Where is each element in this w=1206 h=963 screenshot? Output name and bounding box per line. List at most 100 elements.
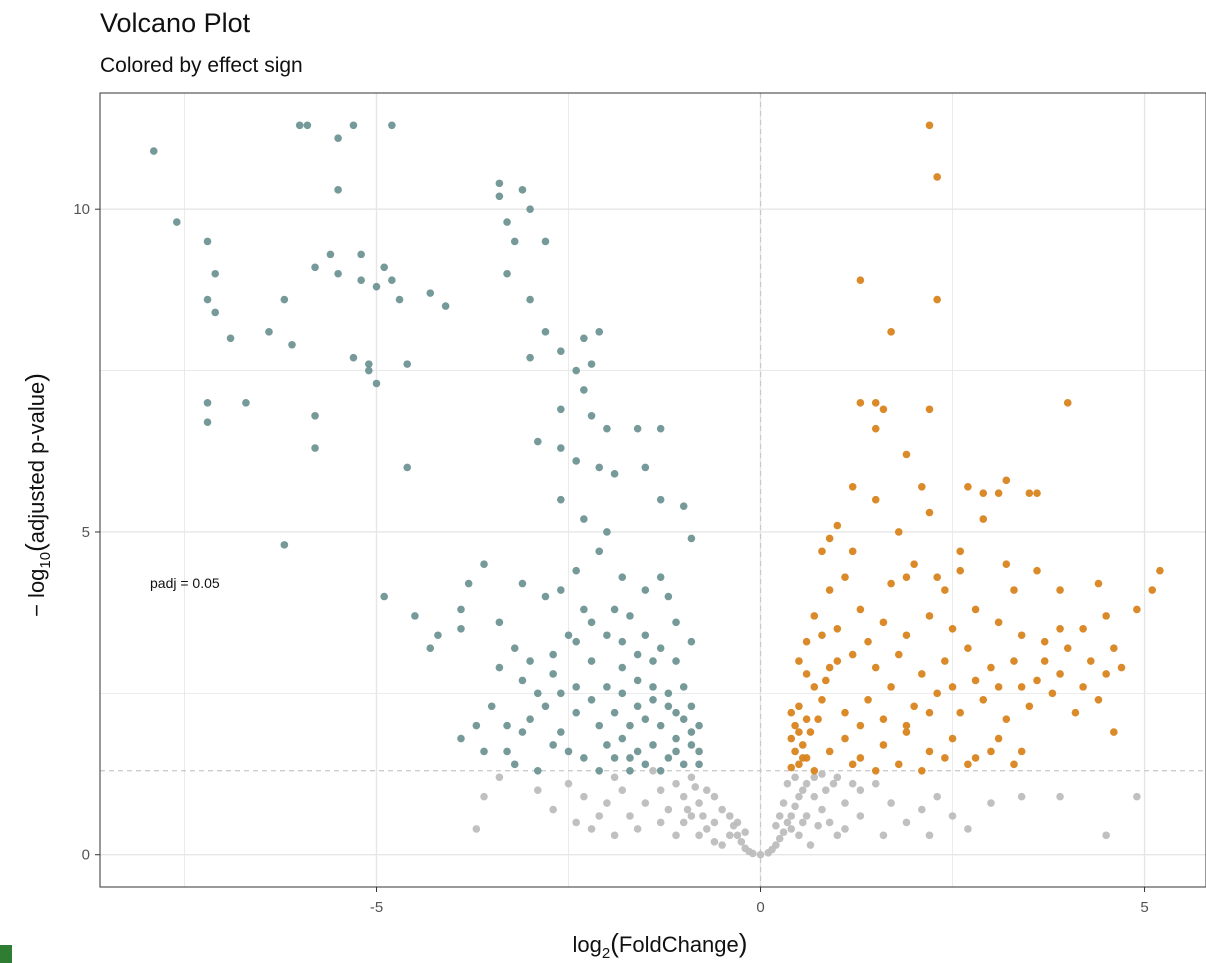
point-negative [557, 586, 565, 594]
point-nonsignificant [683, 805, 692, 814]
point-negative [518, 728, 527, 736]
point-positive [1017, 747, 1026, 756]
point-nonsignificant [610, 773, 619, 782]
point-negative [518, 579, 527, 588]
point-nonsignificant [987, 799, 995, 807]
point-positive [925, 508, 934, 517]
point-positive [1156, 566, 1164, 575]
point-nonsignificant [848, 779, 857, 788]
point-nonsignificant [710, 818, 719, 827]
point-positive [871, 663, 880, 672]
point-negative [572, 637, 580, 646]
point-positive [994, 734, 1003, 743]
point-negative [480, 560, 488, 569]
point-negative [610, 470, 619, 478]
point-positive [902, 631, 911, 640]
point-negative [587, 360, 596, 368]
point-positive [948, 683, 957, 691]
point-negative [679, 683, 688, 691]
point-negative [649, 657, 657, 665]
point-negative [464, 579, 473, 588]
point-negative [633, 424, 642, 433]
point-positive [1086, 657, 1095, 665]
point-negative [557, 728, 565, 736]
point-nonsignificant [779, 828, 788, 836]
point-nonsignificant [595, 812, 604, 820]
point-positive [941, 657, 949, 665]
point-positive [825, 747, 834, 756]
point-positive [887, 579, 895, 588]
point-nonsignificant [641, 799, 650, 807]
point-negative [679, 502, 688, 510]
point-negative [203, 237, 212, 246]
point-negative [649, 741, 657, 749]
point-positive [856, 276, 865, 285]
point-negative [633, 650, 642, 659]
point-negative [557, 405, 565, 414]
point-nonsignificant [791, 802, 799, 811]
point-negative [610, 708, 619, 717]
point-positive [856, 399, 865, 407]
point-negative [649, 695, 657, 704]
point-negative [633, 702, 642, 711]
point-positive [1033, 489, 1041, 498]
point-negative [618, 663, 627, 672]
point-positive [894, 760, 903, 769]
point-negative [541, 237, 550, 246]
point-nonsignificant [718, 841, 726, 849]
point-nonsignificant [710, 792, 719, 801]
point-nonsignificant [964, 825, 972, 833]
point-positive [971, 754, 980, 762]
point-positive [1063, 399, 1072, 407]
point-positive [1071, 708, 1080, 717]
point-positive [1102, 612, 1110, 620]
point-negative [388, 121, 396, 130]
point-negative [457, 734, 465, 743]
point-nonsignificant [718, 805, 726, 814]
point-nonsignificant [672, 831, 680, 840]
point-positive [787, 734, 796, 743]
point-positive [810, 612, 819, 620]
point-negative [365, 366, 373, 375]
point-positive [910, 702, 918, 711]
point-positive [864, 637, 872, 646]
point-positive [925, 747, 934, 756]
point-positive [822, 676, 830, 685]
point-positive [933, 173, 941, 181]
point-positive [856, 605, 865, 614]
point-nonsignificant [818, 770, 826, 778]
point-positive [856, 754, 865, 762]
point-negative [480, 747, 488, 756]
point-positive [1033, 566, 1041, 575]
x-tick-label: 5 [1140, 899, 1148, 916]
point-positive [994, 489, 1003, 498]
point-positive [887, 683, 895, 691]
point-negative [672, 708, 680, 717]
point-positive [979, 695, 988, 704]
point-nonsignificant [810, 773, 819, 782]
point-negative [641, 631, 650, 640]
point-positive [894, 528, 903, 536]
point-negative [149, 147, 158, 155]
point-negative [518, 186, 527, 194]
point-negative [603, 631, 611, 640]
point-positive [802, 715, 811, 723]
point-nonsignificant [626, 812, 634, 820]
point-negative [334, 269, 342, 278]
point-negative [656, 424, 665, 433]
point-nonsignificant [702, 825, 711, 833]
point-nonsignificant [772, 841, 780, 849]
point-nonsignificant [783, 779, 792, 788]
point-positive [1133, 605, 1141, 614]
point-positive [848, 482, 857, 491]
point-nonsignificant [737, 838, 746, 846]
point-positive [1079, 624, 1087, 633]
corner-badge [0, 945, 12, 963]
point-nonsignificant [825, 818, 834, 827]
point-negative [403, 360, 412, 368]
point-nonsignificant [787, 812, 796, 820]
point-negative [695, 747, 703, 756]
point-negative [587, 657, 596, 665]
point-nonsignificant [783, 818, 792, 827]
point-nonsignificant [687, 773, 696, 782]
